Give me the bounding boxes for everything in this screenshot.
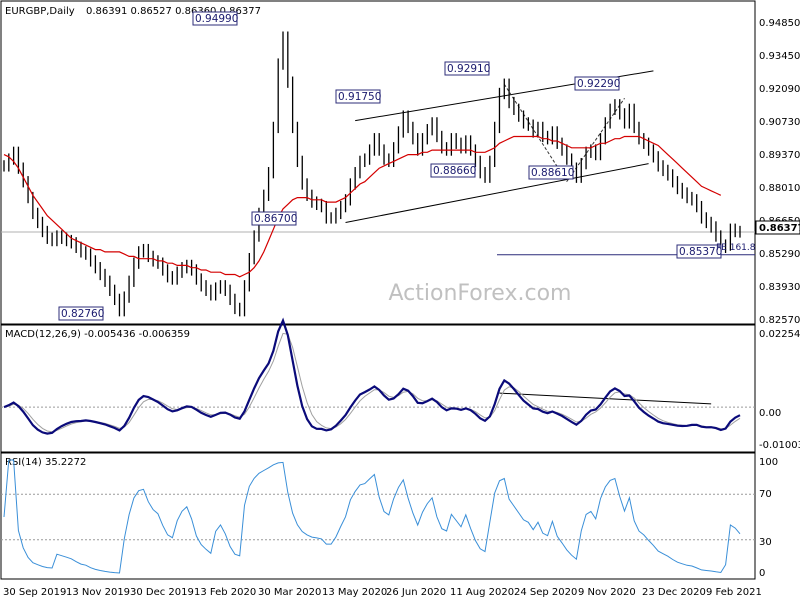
last-price-label: 0.86377 <box>759 223 800 234</box>
level-label: 0.92910 <box>447 63 490 75</box>
level-label: 0.88610 <box>531 167 574 179</box>
level-label: 0.92290 <box>577 78 620 90</box>
x-tick: 9 Nov 2020 <box>578 587 636 598</box>
macd-line <box>3 317 741 435</box>
level-label-box <box>676 244 722 259</box>
rsi-y-tick: 100 <box>759 457 778 468</box>
swing-dashed-line <box>503 83 568 182</box>
level-label-box <box>192 11 238 26</box>
level-label-box <box>528 165 574 180</box>
x-tick: 30 Sep 2019 <box>3 587 66 598</box>
level-label: 0.82760 <box>61 308 104 320</box>
rsi-line <box>3 459 741 574</box>
price-y-tick: 0.88010 <box>759 183 800 194</box>
rsi-y-tick: 0 <box>759 568 765 579</box>
x-tick: 30 Mar 2020 <box>258 587 321 598</box>
level-label-box <box>430 163 476 178</box>
macd-y-tick: 0.022544 <box>759 329 800 340</box>
rsi-y-axis: 100 70 30 0 <box>759 457 778 579</box>
price-y-tick: 0.90730 <box>759 117 800 128</box>
price-plot <box>1 31 755 317</box>
x-tick: 13 May 2020 <box>322 587 387 598</box>
level-label-box <box>444 61 490 76</box>
x-tick: 9 Feb 2021 <box>706 587 762 598</box>
x-tick: 13 Feb 2020 <box>194 587 256 598</box>
x-axis: 30 Sep 2019 13 Nov 2019 30 Dec 2019 13 F… <box>3 587 762 598</box>
level-label: 0.91750 <box>338 91 381 103</box>
x-tick: 26 Jun 2020 <box>386 587 446 598</box>
level-label: 0.94990 <box>195 13 238 25</box>
level-label-box <box>574 76 620 91</box>
watermark: ActionForex.com <box>389 281 572 306</box>
x-tick: 23 Dec 2020 <box>642 587 706 598</box>
level-label-box <box>58 306 104 321</box>
macd-plot <box>1 317 755 435</box>
trend-channel-line <box>345 163 649 223</box>
x-tick: 11 Aug 2020 <box>450 587 514 598</box>
level-labels: 0.94990 0.82760 0.86700 0.91750 0.92910 … <box>58 11 756 321</box>
x-tick: 24 Sep 2020 <box>514 587 577 598</box>
price-y-tick: 0.82570 <box>759 315 800 326</box>
macd-y-axis: 0.022544 0.00 -0.010039 <box>759 329 800 451</box>
rsi-y-tick: 30 <box>759 537 772 548</box>
price-header-symbol: EURGBP,Daily <box>5 6 75 17</box>
macd-y-tick: -0.010039 <box>759 440 800 451</box>
macd-signal-line <box>3 332 741 433</box>
rsi-plot <box>1 459 755 574</box>
macd-y-tick: 0.00 <box>759 408 781 419</box>
last-price-tag <box>755 220 800 235</box>
x-tick: 13 Nov 2019 <box>66 587 130 598</box>
level-label-box <box>335 89 381 104</box>
macd-title: MACD(12,26,9) -0.005436 -0.006359 <box>5 329 190 340</box>
price-y-tick: 0.92090 <box>759 84 800 95</box>
fib-annotation: FE 161.8 <box>716 243 756 253</box>
level-label: 0.88660 <box>433 165 476 177</box>
level-label-box <box>251 211 297 226</box>
rsi-title: RSI(14) 35.2272 <box>5 457 86 468</box>
price-y-tick: 0.83930 <box>759 282 800 293</box>
price-y-tick: 0.93450 <box>759 51 800 62</box>
x-tick: 30 Dec 2019 <box>130 587 194 598</box>
moving-average-line <box>3 135 722 278</box>
price-y-tick: 0.89370 <box>759 150 800 161</box>
rsi-panel-frame <box>0 452 756 580</box>
price-y-tick: 0.94850 <box>759 18 800 29</box>
price-y-axis: 0.94850 0.93450 0.92090 0.90730 0.89370 … <box>759 18 800 326</box>
price-y-tick: 0.85290 <box>759 249 800 260</box>
level-label: 0.86700 <box>254 213 297 225</box>
price-panel-frame <box>0 0 756 325</box>
rsi-y-tick: 70 <box>759 489 772 500</box>
price-header-ohlc: 0.86391 0.86527 0.86360 0.86377 <box>86 6 261 17</box>
level-label: 0.85370 <box>679 246 722 258</box>
